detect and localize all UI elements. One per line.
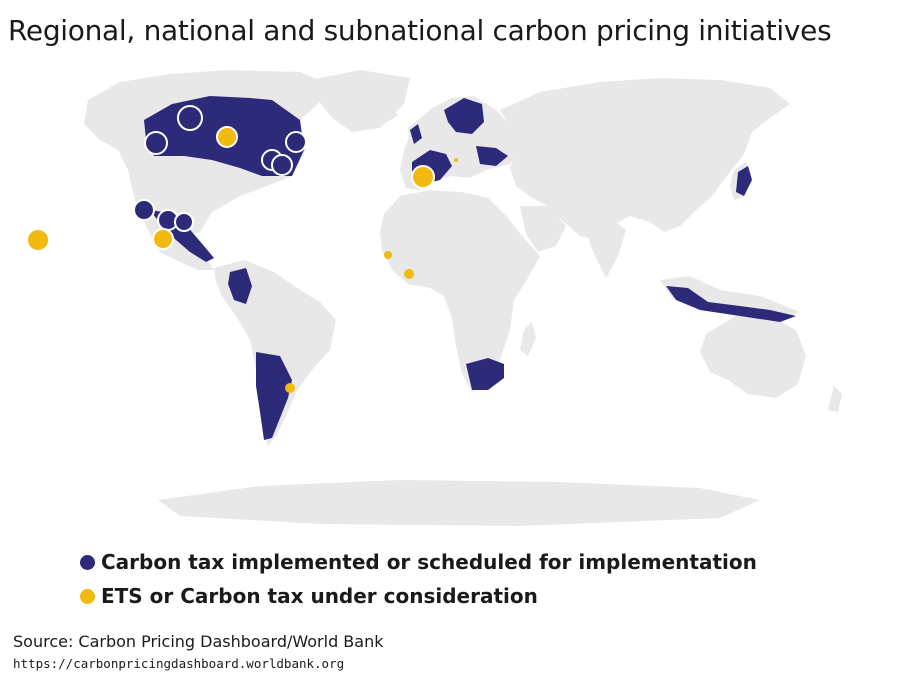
region-uk	[410, 124, 422, 144]
land-new-zealand	[828, 386, 842, 412]
land-australia	[700, 316, 806, 398]
marker-implemented	[174, 212, 194, 232]
land-arabia	[520, 206, 566, 252]
legend-item-consideration: ETS or Carbon tax under consideration	[80, 579, 757, 613]
land-india	[586, 218, 626, 278]
legend-swatch-implemented	[80, 554, 95, 570]
region-chile-argentina	[256, 352, 292, 440]
initiative-markers	[28, 105, 458, 393]
land-greenland	[310, 70, 410, 132]
marker-implemented	[177, 105, 203, 131]
legend-label-implemented: Carbon tax implemented or scheduled for …	[101, 550, 757, 574]
marker-consideration	[216, 126, 238, 148]
land-madagascar	[520, 322, 536, 356]
land-antarctica	[158, 480, 760, 526]
region-eastern-europe	[476, 146, 508, 166]
source-text: Source: Carbon Pricing Dashboard/World B…	[13, 632, 384, 651]
land-south-america	[214, 260, 336, 446]
marker-consideration	[152, 228, 174, 250]
land-africa	[380, 190, 540, 392]
marker-implemented	[285, 131, 307, 153]
marker-implemented	[133, 199, 155, 221]
land-sea-islands	[660, 276, 800, 320]
legend-item-implemented: Carbon tax implemented or scheduled for …	[80, 545, 757, 579]
region-colombia	[228, 268, 252, 304]
source-url: https://carbonpricingdashboard.worldbank…	[13, 656, 345, 671]
world-map	[28, 70, 842, 526]
marker-implemented	[144, 131, 168, 155]
map-legend: Carbon tax implemented or scheduled for …	[80, 545, 757, 613]
land-iceland	[376, 108, 398, 122]
marker-consideration	[384, 251, 392, 259]
marker-consideration	[28, 230, 48, 250]
legend-label-consideration: ETS or Carbon tax under consideration	[101, 584, 538, 608]
marker-implemented	[271, 154, 293, 176]
region-japan	[736, 166, 752, 196]
marker-consideration	[285, 383, 295, 393]
marker-consideration	[454, 158, 458, 162]
region-nordics	[444, 98, 484, 134]
legend-swatch-consideration	[80, 588, 95, 604]
marker-consideration	[411, 165, 435, 189]
marker-consideration	[404, 269, 414, 279]
region-south-africa	[466, 358, 504, 390]
land-asia	[500, 78, 790, 240]
map-title: Regional, national and subnational carbo…	[8, 14, 832, 47]
region-indonesia	[666, 286, 796, 322]
